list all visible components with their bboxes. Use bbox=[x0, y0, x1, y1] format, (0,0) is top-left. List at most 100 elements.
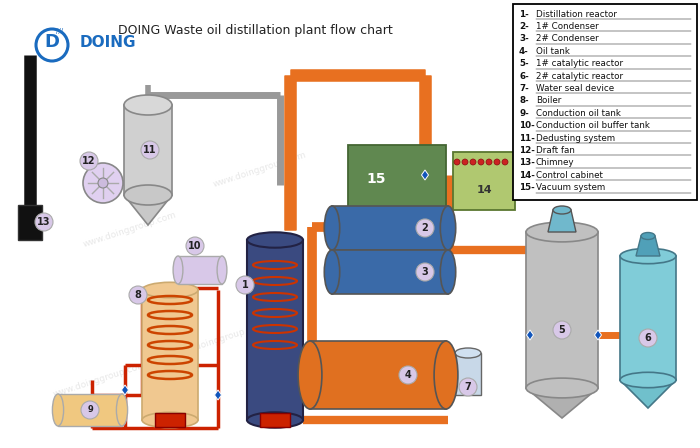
Polygon shape bbox=[124, 195, 172, 225]
Bar bbox=[332, 206, 448, 250]
Circle shape bbox=[236, 276, 254, 294]
Text: 9-: 9- bbox=[519, 109, 528, 118]
Text: 1# catalytic reactor: 1# catalytic reactor bbox=[536, 59, 623, 68]
Bar bbox=[260, 413, 290, 427]
Text: 1# Condenser: 1# Condenser bbox=[536, 22, 598, 31]
Text: Dedusting system: Dedusting system bbox=[536, 134, 615, 142]
Ellipse shape bbox=[247, 412, 303, 428]
Polygon shape bbox=[214, 390, 221, 400]
Bar bbox=[58, 394, 122, 426]
Text: 12-: 12- bbox=[519, 146, 535, 155]
Text: www.doinggroup.com: www.doinggroup.com bbox=[332, 370, 428, 409]
Text: Conduction oil tank: Conduction oil tank bbox=[536, 109, 621, 118]
Circle shape bbox=[129, 286, 147, 304]
Bar bbox=[142, 290, 198, 420]
Bar bbox=[178, 256, 222, 284]
Circle shape bbox=[454, 159, 460, 165]
Text: 14: 14 bbox=[476, 185, 492, 195]
Text: Control cabinet: Control cabinet bbox=[536, 171, 603, 180]
Ellipse shape bbox=[440, 250, 456, 294]
Text: 10-: 10- bbox=[519, 121, 535, 130]
Circle shape bbox=[399, 366, 417, 384]
Circle shape bbox=[81, 401, 99, 419]
Text: Distillation reactor: Distillation reactor bbox=[536, 9, 617, 18]
Text: 12: 12 bbox=[83, 156, 96, 166]
Text: 15-: 15- bbox=[519, 183, 535, 192]
Text: DOING Waste oil distillation plant flow chart: DOING Waste oil distillation plant flow … bbox=[118, 23, 393, 36]
Text: 4: 4 bbox=[405, 370, 412, 380]
Text: www.doinggroup.com: www.doinggroup.com bbox=[212, 151, 308, 190]
Text: 13: 13 bbox=[37, 217, 50, 227]
Text: 4-: 4- bbox=[519, 47, 528, 56]
Text: 3-: 3- bbox=[519, 34, 528, 43]
Bar bbox=[453, 152, 515, 210]
Text: 9: 9 bbox=[87, 405, 93, 414]
Circle shape bbox=[470, 159, 476, 165]
Polygon shape bbox=[548, 210, 576, 232]
Text: 7: 7 bbox=[465, 382, 471, 392]
Ellipse shape bbox=[526, 222, 598, 242]
Circle shape bbox=[553, 321, 571, 339]
Text: 1-: 1- bbox=[519, 9, 528, 18]
Text: Vacuum system: Vacuum system bbox=[536, 183, 606, 192]
Text: 8-: 8- bbox=[519, 96, 528, 105]
Ellipse shape bbox=[620, 248, 676, 264]
Circle shape bbox=[141, 141, 159, 159]
Text: DOING: DOING bbox=[80, 34, 136, 49]
Text: 10: 10 bbox=[188, 241, 202, 251]
Ellipse shape bbox=[52, 394, 64, 426]
Text: Oil tank: Oil tank bbox=[536, 47, 570, 56]
Circle shape bbox=[639, 329, 657, 347]
Ellipse shape bbox=[641, 233, 655, 240]
Text: 14-: 14- bbox=[519, 171, 535, 180]
Ellipse shape bbox=[440, 206, 456, 250]
Text: 1: 1 bbox=[241, 280, 248, 290]
Ellipse shape bbox=[620, 372, 676, 388]
Ellipse shape bbox=[434, 341, 458, 409]
Circle shape bbox=[502, 159, 508, 165]
Text: Draft fan: Draft fan bbox=[536, 146, 575, 155]
Bar bbox=[18, 205, 42, 240]
Text: ///: /// bbox=[57, 28, 64, 34]
Ellipse shape bbox=[526, 378, 598, 398]
Circle shape bbox=[83, 163, 123, 203]
Text: 3: 3 bbox=[421, 267, 428, 277]
Text: 6-: 6- bbox=[519, 72, 528, 81]
Text: 2-: 2- bbox=[519, 22, 528, 31]
Text: Conduction oil buffer tank: Conduction oil buffer tank bbox=[536, 121, 650, 130]
Ellipse shape bbox=[298, 341, 322, 409]
Text: 2: 2 bbox=[421, 223, 428, 233]
Ellipse shape bbox=[142, 282, 198, 298]
Ellipse shape bbox=[142, 412, 198, 428]
Text: D: D bbox=[45, 33, 60, 51]
Text: 6: 6 bbox=[645, 333, 652, 343]
Ellipse shape bbox=[455, 348, 481, 358]
Ellipse shape bbox=[124, 95, 172, 115]
Polygon shape bbox=[620, 380, 676, 408]
Bar bbox=[124, 105, 172, 195]
Circle shape bbox=[35, 213, 53, 231]
Polygon shape bbox=[526, 330, 533, 340]
Polygon shape bbox=[636, 236, 660, 256]
Bar bbox=[332, 250, 448, 294]
Text: 2# catalytic reactor: 2# catalytic reactor bbox=[536, 72, 623, 81]
Bar bbox=[526, 232, 598, 388]
Ellipse shape bbox=[116, 394, 127, 426]
Text: www.doinggroup.com: www.doinggroup.com bbox=[82, 211, 178, 250]
Text: 7-: 7- bbox=[519, 84, 528, 93]
Circle shape bbox=[416, 219, 434, 237]
Polygon shape bbox=[88, 405, 95, 415]
Text: 5: 5 bbox=[559, 325, 566, 335]
Text: www.doinggroup.com: www.doinggroup.com bbox=[172, 321, 268, 359]
Bar bbox=[348, 145, 446, 213]
Polygon shape bbox=[526, 388, 598, 418]
Circle shape bbox=[462, 159, 468, 165]
Text: 13-: 13- bbox=[519, 158, 535, 167]
Bar bbox=[247, 240, 303, 420]
Text: 8: 8 bbox=[134, 290, 141, 300]
Ellipse shape bbox=[124, 185, 172, 205]
Bar bbox=[455, 353, 481, 395]
Circle shape bbox=[186, 237, 204, 255]
Text: 5-: 5- bbox=[519, 59, 528, 68]
Text: Boiler: Boiler bbox=[536, 96, 561, 105]
